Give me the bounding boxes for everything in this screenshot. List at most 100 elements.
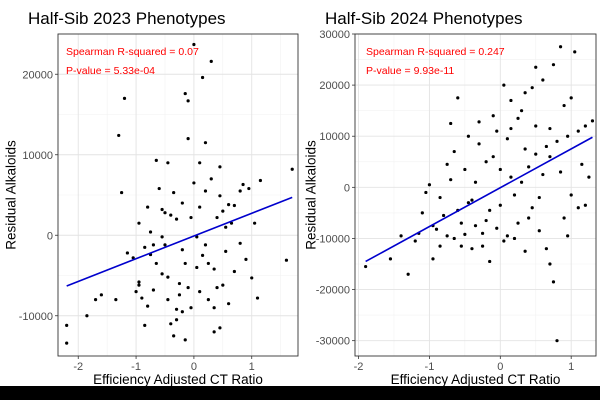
data-point bbox=[452, 149, 456, 154]
data-point bbox=[459, 244, 463, 248]
data-point bbox=[183, 261, 187, 266]
data-point bbox=[166, 275, 170, 279]
y-tick-label: 0 bbox=[344, 182, 350, 194]
data-point bbox=[449, 121, 453, 126]
data-point bbox=[157, 186, 161, 191]
data-point bbox=[258, 178, 263, 183]
data-point bbox=[169, 213, 173, 217]
data-point bbox=[537, 229, 541, 233]
data-point bbox=[206, 298, 210, 302]
data-point bbox=[122, 96, 127, 100]
data-point bbox=[137, 280, 141, 284]
data-point bbox=[215, 215, 219, 220]
data-point bbox=[151, 243, 156, 247]
data-point bbox=[160, 272, 164, 276]
x-tick-label: -1 bbox=[425, 361, 435, 373]
data-point bbox=[502, 83, 506, 87]
data-point bbox=[463, 232, 467, 236]
data-point bbox=[530, 86, 534, 90]
data-point bbox=[573, 50, 577, 54]
data-point bbox=[154, 261, 158, 266]
data-point bbox=[480, 244, 485, 248]
data-point bbox=[166, 161, 170, 165]
data-point bbox=[505, 137, 509, 141]
data-point bbox=[576, 129, 580, 133]
data-point bbox=[498, 203, 502, 207]
data-point bbox=[198, 161, 202, 165]
data-point bbox=[244, 257, 248, 261]
stat-annotation-r2: Spearman R-squared = 0.247 bbox=[366, 46, 505, 58]
data-point bbox=[512, 193, 517, 197]
data-point bbox=[523, 91, 527, 95]
data-point bbox=[548, 155, 552, 159]
data-point bbox=[438, 244, 442, 248]
data-point bbox=[427, 183, 432, 187]
data-point bbox=[527, 216, 531, 220]
panel-border bbox=[57, 33, 299, 357]
data-point bbox=[516, 221, 520, 225]
data-point bbox=[163, 243, 167, 247]
data-point bbox=[452, 236, 456, 241]
data-point bbox=[519, 109, 524, 113]
data-point bbox=[290, 167, 294, 171]
data-point bbox=[143, 323, 147, 328]
data-point bbox=[172, 334, 176, 338]
data-point bbox=[399, 234, 403, 238]
data-point bbox=[241, 182, 245, 187]
data-point bbox=[516, 116, 520, 120]
data-point bbox=[65, 323, 69, 328]
data-point bbox=[125, 251, 129, 255]
y-axis-title: Residual Alkaloids bbox=[304, 140, 319, 250]
data-point bbox=[509, 126, 513, 131]
data-point bbox=[255, 296, 260, 300]
data-point bbox=[548, 262, 552, 266]
data-point bbox=[120, 190, 124, 195]
data-point bbox=[215, 285, 219, 290]
data-point bbox=[192, 42, 196, 47]
data-point bbox=[431, 257, 435, 261]
bottom-bar bbox=[0, 386, 600, 400]
chart-title: Half-Sib 2023 Phenotypes bbox=[28, 9, 226, 28]
data-point bbox=[169, 322, 173, 326]
y-tick-label: -10000 bbox=[316, 233, 350, 245]
data-point bbox=[166, 298, 170, 302]
data-point bbox=[85, 314, 89, 318]
data-point bbox=[530, 206, 534, 210]
trend-line bbox=[66, 196, 293, 287]
data-point bbox=[480, 231, 485, 235]
data-point bbox=[209, 59, 213, 63]
data-point bbox=[174, 217, 179, 221]
data-point bbox=[160, 235, 164, 239]
data-point bbox=[434, 227, 439, 231]
data-point bbox=[566, 234, 570, 238]
x-tick-label: 0 bbox=[497, 361, 503, 373]
x-axis-title: Efficiency Adjusted CT Ratio bbox=[93, 372, 263, 387]
data-point bbox=[445, 162, 449, 166]
y-axis-title: Residual Alkaloids bbox=[4, 140, 19, 250]
data-point bbox=[99, 293, 103, 297]
data-point bbox=[523, 249, 527, 253]
data-point bbox=[590, 119, 595, 123]
data-point bbox=[137, 221, 141, 225]
data-point bbox=[200, 253, 205, 257]
stat-annotation-pvalue: P-value = 9.93e-11 bbox=[366, 65, 454, 77]
data-point bbox=[477, 120, 481, 124]
data-point bbox=[238, 241, 242, 245]
plot-area bbox=[355, 34, 596, 356]
x-tick-label: -2 bbox=[73, 361, 83, 373]
data-point bbox=[364, 264, 368, 269]
chart-panel-2: -2 -1 0 1 -30000 -20000 -10000 0 10000 20000 30000… bbox=[304, 9, 597, 387]
data-point bbox=[473, 224, 478, 228]
stat-annotation-pvalue: P-value = 5.33e-04 bbox=[66, 65, 155, 77]
data-point bbox=[509, 98, 513, 103]
data-point bbox=[284, 258, 289, 262]
data-point bbox=[519, 180, 524, 184]
chart-title: Half-Sib 2024 Phenotypes bbox=[325, 9, 523, 28]
stat-annotation-r2: Spearman R-squared = 0.07 bbox=[66, 46, 199, 58]
data-point bbox=[534, 65, 538, 69]
data-point bbox=[212, 306, 216, 310]
data-point bbox=[587, 175, 591, 179]
data-point bbox=[177, 293, 182, 297]
data-point bbox=[413, 239, 417, 243]
